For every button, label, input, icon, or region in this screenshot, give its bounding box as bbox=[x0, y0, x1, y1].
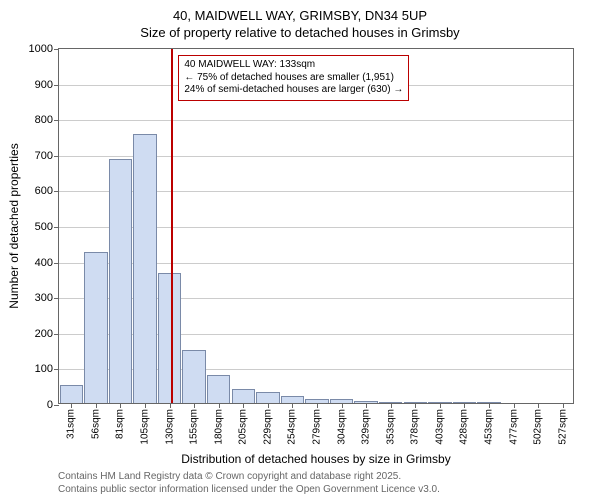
xtick-mark bbox=[366, 403, 367, 408]
xtick-label: 378sqm bbox=[410, 409, 421, 445]
xtick-mark bbox=[317, 403, 318, 408]
gridline bbox=[59, 120, 573, 121]
xtick-label: 428sqm bbox=[459, 409, 470, 445]
histogram-bar bbox=[207, 375, 230, 403]
ytick-label: 0 bbox=[47, 399, 53, 411]
xtick-label: 155sqm bbox=[189, 409, 200, 445]
xtick-label: 130sqm bbox=[164, 409, 175, 445]
xtick-label: 477sqm bbox=[508, 409, 519, 445]
y-axis-label: Number of detached properties bbox=[7, 143, 21, 308]
ytick-label: 200 bbox=[35, 328, 53, 340]
xtick-mark bbox=[342, 403, 343, 408]
ytick-mark bbox=[54, 298, 59, 299]
xtick-mark bbox=[489, 403, 490, 408]
xtick-label: 353sqm bbox=[385, 409, 396, 445]
ytick-label: 800 bbox=[35, 114, 53, 126]
histogram-bar bbox=[232, 389, 255, 403]
ytick-mark bbox=[54, 227, 59, 228]
xtick-label: 105sqm bbox=[140, 409, 151, 445]
xtick-mark bbox=[391, 403, 392, 408]
histogram-bar bbox=[158, 273, 181, 403]
xtick-label: 304sqm bbox=[336, 409, 347, 445]
xtick-label: 81sqm bbox=[115, 409, 126, 439]
x-axis-label: Distribution of detached houses by size … bbox=[181, 452, 450, 466]
ytick-mark bbox=[54, 334, 59, 335]
annotation-line1: 40 MAIDWELL WAY: 133sqm bbox=[184, 59, 403, 72]
ytick-label: 1000 bbox=[29, 43, 53, 55]
ytick-mark bbox=[54, 405, 59, 406]
xtick-label: 403sqm bbox=[434, 409, 445, 445]
ytick-mark bbox=[54, 85, 59, 86]
histogram-bar bbox=[84, 252, 107, 403]
highlight-line bbox=[171, 49, 173, 403]
xtick-label: 56sqm bbox=[90, 409, 101, 439]
xtick-label: 229sqm bbox=[262, 409, 273, 445]
annotation-line2: ← 75% of detached houses are smaller (1,… bbox=[184, 72, 403, 85]
annotation-line3: 24% of semi-detached houses are larger (… bbox=[184, 84, 403, 97]
xtick-label: 180sqm bbox=[213, 409, 224, 445]
xtick-label: 329sqm bbox=[361, 409, 372, 445]
plot-area: 0100200300400500600700800900100031sqm56s… bbox=[58, 48, 574, 404]
xtick-mark bbox=[120, 403, 121, 408]
ytick-label: 900 bbox=[35, 79, 53, 91]
ytick-label: 500 bbox=[35, 221, 53, 233]
footer-line1: Contains HM Land Registry data © Crown c… bbox=[58, 470, 440, 483]
xtick-mark bbox=[96, 403, 97, 408]
xtick-label: 502sqm bbox=[533, 409, 544, 445]
xtick-mark bbox=[464, 403, 465, 408]
xtick-mark bbox=[563, 403, 564, 408]
histogram-bar bbox=[182, 350, 205, 403]
xtick-label: 254sqm bbox=[287, 409, 298, 445]
xtick-mark bbox=[514, 403, 515, 408]
ytick-mark bbox=[54, 49, 59, 50]
footer-attribution: Contains HM Land Registry data © Crown c… bbox=[58, 470, 440, 496]
histogram-bar bbox=[109, 159, 132, 403]
ytick-label: 300 bbox=[35, 292, 53, 304]
ytick-mark bbox=[54, 191, 59, 192]
xtick-label: 31sqm bbox=[66, 409, 77, 439]
xtick-mark bbox=[194, 403, 195, 408]
histogram-bar bbox=[281, 396, 304, 403]
ytick-label: 600 bbox=[35, 185, 53, 197]
annotation-box: 40 MAIDWELL WAY: 133sqm← 75% of detached… bbox=[178, 55, 409, 101]
xtick-mark bbox=[538, 403, 539, 408]
ytick-mark bbox=[54, 120, 59, 121]
ytick-label: 700 bbox=[35, 150, 53, 162]
footer-line2: Contains public sector information licen… bbox=[58, 483, 440, 496]
chart-title-line1: 40, MAIDWELL WAY, GRIMSBY, DN34 5UP bbox=[0, 8, 600, 23]
xtick-mark bbox=[145, 403, 146, 408]
xtick-mark bbox=[268, 403, 269, 408]
xtick-mark bbox=[243, 403, 244, 408]
xtick-mark bbox=[219, 403, 220, 408]
xtick-label: 279sqm bbox=[312, 409, 323, 445]
chart-title-line2: Size of property relative to detached ho… bbox=[0, 25, 600, 40]
xtick-mark bbox=[71, 403, 72, 408]
xtick-label: 527sqm bbox=[557, 409, 568, 445]
histogram-bar bbox=[60, 385, 83, 403]
ytick-mark bbox=[54, 263, 59, 264]
xtick-mark bbox=[170, 403, 171, 408]
xtick-mark bbox=[440, 403, 441, 408]
histogram-bar bbox=[256, 392, 279, 403]
ytick-mark bbox=[54, 156, 59, 157]
ytick-mark bbox=[54, 369, 59, 370]
ytick-label: 100 bbox=[35, 363, 53, 375]
xtick-mark bbox=[415, 403, 416, 408]
xtick-label: 453sqm bbox=[484, 409, 495, 445]
xtick-mark bbox=[292, 403, 293, 408]
histogram-bar bbox=[133, 134, 156, 403]
ytick-label: 400 bbox=[35, 257, 53, 269]
xtick-label: 205sqm bbox=[238, 409, 249, 445]
